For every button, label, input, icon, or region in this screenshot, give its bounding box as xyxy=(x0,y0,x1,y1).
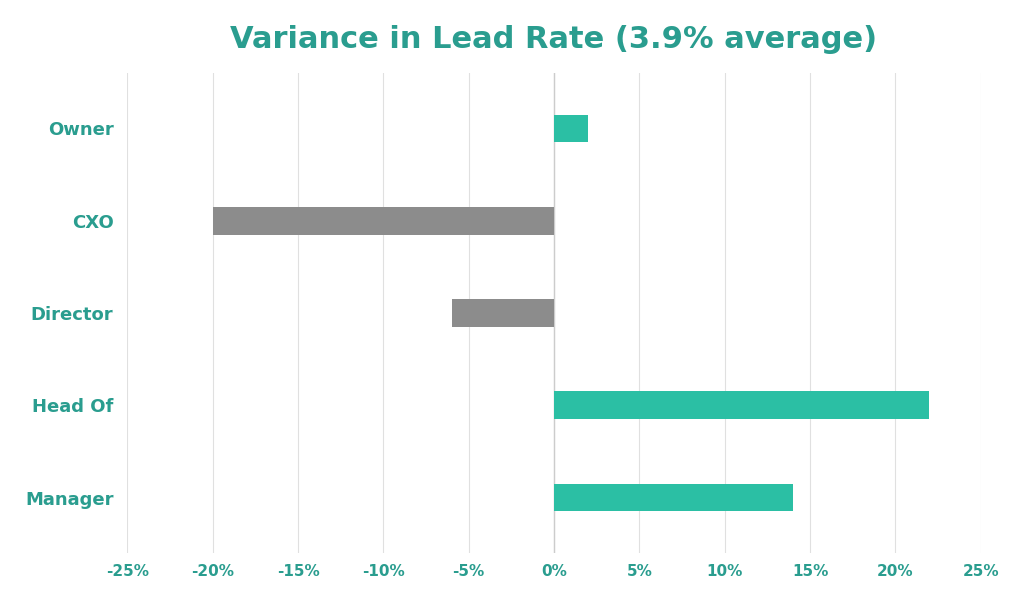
Title: Variance in Lead Rate (3.9% average): Variance in Lead Rate (3.9% average) xyxy=(230,25,878,54)
Bar xyxy=(452,299,554,327)
Bar xyxy=(554,391,930,419)
Bar xyxy=(554,115,588,142)
Bar xyxy=(554,484,793,512)
Bar xyxy=(213,207,554,234)
